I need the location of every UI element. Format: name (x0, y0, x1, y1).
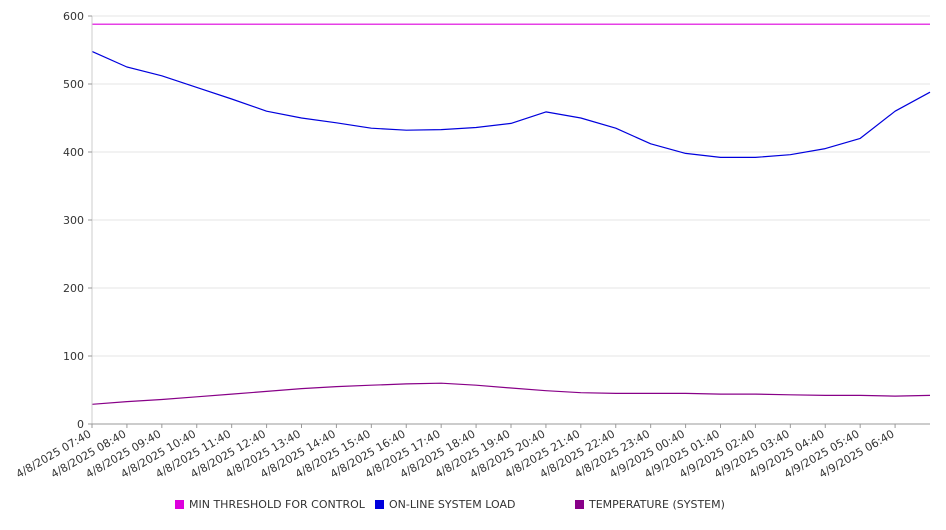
y-tick-labels: 0 100 200 300 400 500 600 (63, 10, 92, 431)
y-tick-label: 0 (77, 418, 84, 431)
y-tick-label: 400 (63, 146, 84, 159)
y-tick-label: 200 (63, 282, 84, 295)
y-tick-label: 300 (63, 214, 84, 227)
legend-item-temperature[interactable]: TEMPERATURE (SYSTEM) (575, 498, 725, 511)
x-tick-labels: 4/8/2025 07:404/8/2025 08:404/8/2025 09:… (14, 424, 897, 481)
legend-swatch-system-load (375, 500, 384, 509)
legend-swatch-temperature (575, 500, 584, 509)
series-line-temperature (91, 382, 931, 405)
series-line-system-load (91, 50, 931, 158)
legend-label-system-load: ON-LINE SYSTEM LOAD (389, 498, 516, 511)
legend-label-min-threshold: MIN THRESHOLD FOR CONTROL (189, 498, 365, 511)
y-tick-label: 600 (63, 10, 84, 23)
legend-swatch-min-threshold (175, 500, 184, 509)
y-tick-label: 500 (63, 78, 84, 91)
gridlines (92, 15, 930, 357)
legend: MIN THRESHOLD FOR CONTROL ON-LINE SYSTEM… (0, 498, 946, 514)
series-lines (91, 23, 931, 405)
legend-item-min-threshold[interactable]: MIN THRESHOLD FOR CONTROL (175, 498, 365, 511)
y-tick-label: 100 (63, 350, 84, 363)
legend-label-temperature: TEMPERATURE (SYSTEM) (589, 498, 725, 511)
legend-item-system-load[interactable]: ON-LINE SYSTEM LOAD (375, 498, 515, 511)
